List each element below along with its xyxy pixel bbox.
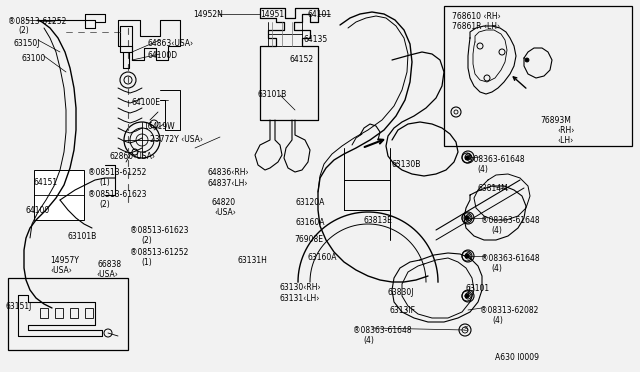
Bar	[85, 308, 93, 318]
Text: ®08363-61648: ®08363-61648	[481, 254, 540, 263]
Text: 14951: 14951	[260, 10, 284, 19]
Text: 768610 ‹RH›: 768610 ‹RH›	[452, 12, 500, 21]
Text: 64151: 64151	[34, 178, 58, 187]
Text: 63130‹RH›: 63130‹RH›	[280, 283, 322, 292]
Text: 63131‹LH›: 63131‹LH›	[280, 294, 321, 303]
Text: 64836‹RH›: 64836‹RH›	[207, 168, 248, 177]
Text: 64863‹USA›: 64863‹USA›	[147, 39, 193, 48]
Text: 64152: 64152	[290, 55, 314, 64]
Text: ®08513-61252: ®08513-61252	[8, 17, 67, 26]
Text: A630 I0009: A630 I0009	[495, 353, 539, 362]
Text: 63160A: 63160A	[308, 253, 337, 262]
Text: 64100: 64100	[26, 206, 51, 215]
Text: 76861R ‹LH›: 76861R ‹LH›	[452, 22, 500, 31]
Text: 16419W: 16419W	[143, 122, 175, 131]
Text: (1): (1)	[141, 258, 152, 267]
Text: 14957Y: 14957Y	[50, 256, 79, 265]
Text: 63151J: 63151J	[6, 302, 33, 311]
Text: (4): (4)	[477, 165, 488, 174]
Bar	[40, 308, 48, 318]
Text: 66838: 66838	[98, 260, 122, 269]
Text: ®08363-61648: ®08363-61648	[466, 155, 525, 164]
Text: ®08513-61252: ®08513-61252	[130, 248, 188, 257]
Text: ‹USA›: ‹USA›	[50, 266, 72, 275]
Text: S: S	[466, 214, 470, 220]
Bar	[55, 308, 63, 318]
Text: ®08513-61252: ®08513-61252	[88, 168, 147, 177]
Circle shape	[465, 216, 469, 220]
Circle shape	[465, 294, 469, 298]
Circle shape	[465, 254, 469, 258]
Text: ‹USA›: ‹USA›	[214, 208, 236, 217]
Text: ®08363-61648: ®08363-61648	[481, 216, 540, 225]
Bar	[34, 170, 84, 220]
Text: 64820: 64820	[212, 198, 236, 207]
Text: 63131H: 63131H	[238, 256, 268, 265]
Text: 63813E: 63813E	[364, 216, 393, 225]
Text: ®08513-61623: ®08513-61623	[130, 226, 189, 235]
Text: 63100: 63100	[22, 54, 46, 63]
Text: 76908E: 76908E	[294, 235, 323, 244]
Text: ®08513-61623: ®08513-61623	[88, 190, 147, 199]
Text: (2): (2)	[99, 200, 109, 209]
Circle shape	[525, 58, 529, 62]
Text: 63130B: 63130B	[392, 160, 421, 169]
Text: 63830J: 63830J	[388, 288, 415, 297]
Text: 63101: 63101	[466, 284, 490, 293]
Text: ‹RH›: ‹RH›	[557, 126, 574, 135]
Text: (2): (2)	[141, 236, 152, 245]
Bar	[444, 6, 632, 146]
Text: 23772Y ‹USA›: 23772Y ‹USA›	[150, 135, 203, 144]
Text: 63814M: 63814M	[478, 184, 509, 193]
Text: 63120A: 63120A	[296, 198, 325, 207]
Text: S: S	[466, 153, 470, 159]
Text: (4): (4)	[491, 226, 502, 235]
Text: 64100D: 64100D	[147, 51, 177, 60]
Text: ®08363-61648: ®08363-61648	[353, 326, 412, 335]
Text: S: S	[466, 252, 470, 258]
Text: 63160A: 63160A	[296, 218, 326, 227]
Text: (4): (4)	[491, 264, 502, 273]
Text: (4): (4)	[492, 316, 503, 325]
Text: (4): (4)	[363, 336, 374, 345]
Circle shape	[465, 156, 469, 160]
Text: 14952N: 14952N	[193, 10, 223, 19]
Bar	[70, 308, 78, 318]
Text: 76893M: 76893M	[540, 116, 571, 125]
Bar	[8, 278, 128, 350]
Text: 63101B: 63101B	[258, 90, 287, 99]
Text: ‹USA›: ‹USA›	[96, 270, 118, 279]
Text: 62860‹USA›: 62860‹USA›	[110, 152, 156, 161]
Text: ®08313-62082: ®08313-62082	[480, 306, 538, 315]
Text: (1): (1)	[99, 178, 109, 187]
Text: ‹LH›: ‹LH›	[557, 136, 573, 145]
Text: S: S	[463, 326, 467, 332]
Text: 63150J: 63150J	[14, 39, 40, 48]
Text: 63101B: 63101B	[68, 232, 97, 241]
Text: 6313IF: 6313IF	[390, 306, 416, 315]
Text: S: S	[466, 292, 470, 298]
Text: 64100E: 64100E	[132, 98, 161, 107]
Text: 64101: 64101	[308, 10, 332, 19]
Text: (2): (2)	[18, 26, 29, 35]
Text: 64135: 64135	[304, 35, 328, 44]
Text: 64837‹LH›: 64837‹LH›	[207, 179, 248, 188]
